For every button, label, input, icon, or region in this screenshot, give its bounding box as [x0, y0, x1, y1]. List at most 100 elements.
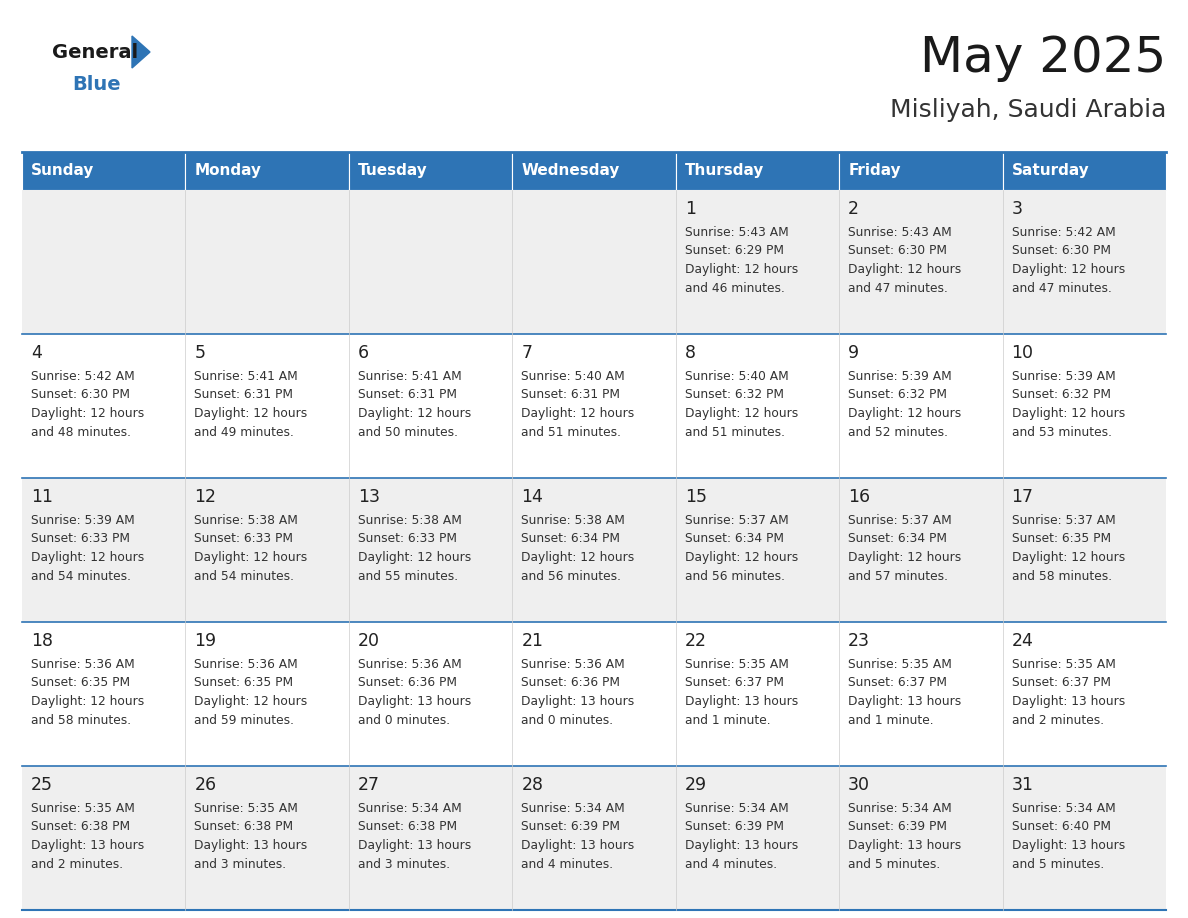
- Text: 17: 17: [1011, 488, 1034, 506]
- Text: and 59 minutes.: and 59 minutes.: [195, 713, 295, 726]
- Bar: [512, 334, 676, 478]
- Text: 25: 25: [31, 776, 53, 794]
- Text: Sunset: 6:30 PM: Sunset: 6:30 PM: [1011, 244, 1111, 258]
- Text: 15: 15: [684, 488, 707, 506]
- Bar: [839, 622, 1003, 766]
- Text: Daylight: 12 hours: Daylight: 12 hours: [1011, 551, 1125, 564]
- Bar: [23, 766, 185, 910]
- Text: 5: 5: [195, 344, 206, 362]
- Text: Daylight: 12 hours: Daylight: 12 hours: [848, 407, 961, 420]
- Text: and 4 minutes.: and 4 minutes.: [522, 857, 613, 870]
- Text: Sunrise: 5:40 AM: Sunrise: 5:40 AM: [522, 370, 625, 383]
- Text: and 56 minutes.: and 56 minutes.: [684, 569, 785, 583]
- Bar: [676, 766, 839, 910]
- Text: Daylight: 12 hours: Daylight: 12 hours: [684, 263, 798, 276]
- Text: Sunrise: 5:34 AM: Sunrise: 5:34 AM: [684, 802, 789, 815]
- Text: and 55 minutes.: and 55 minutes.: [358, 569, 459, 583]
- Text: Daylight: 13 hours: Daylight: 13 hours: [31, 839, 144, 852]
- Text: Sunrise: 5:34 AM: Sunrise: 5:34 AM: [848, 802, 952, 815]
- Text: Sunrise: 5:43 AM: Sunrise: 5:43 AM: [684, 226, 789, 239]
- Text: Daylight: 13 hours: Daylight: 13 hours: [1011, 839, 1125, 852]
- Text: Daylight: 13 hours: Daylight: 13 hours: [358, 695, 472, 708]
- Text: and 46 minutes.: and 46 minutes.: [684, 282, 784, 295]
- Text: Sunset: 6:33 PM: Sunset: 6:33 PM: [195, 532, 293, 545]
- Text: Blue: Blue: [72, 74, 121, 94]
- Text: 8: 8: [684, 344, 696, 362]
- Text: General: General: [52, 42, 138, 62]
- Text: Daylight: 13 hours: Daylight: 13 hours: [522, 839, 634, 852]
- Text: Sunset: 6:38 PM: Sunset: 6:38 PM: [358, 821, 457, 834]
- Text: 21: 21: [522, 632, 543, 650]
- Bar: [512, 766, 676, 910]
- Text: Sunset: 6:34 PM: Sunset: 6:34 PM: [684, 532, 784, 545]
- Text: Daylight: 13 hours: Daylight: 13 hours: [195, 839, 308, 852]
- Text: 16: 16: [848, 488, 871, 506]
- Text: 1: 1: [684, 200, 696, 218]
- Text: 28: 28: [522, 776, 543, 794]
- Text: Daylight: 12 hours: Daylight: 12 hours: [195, 551, 308, 564]
- Text: Sunrise: 5:41 AM: Sunrise: 5:41 AM: [358, 370, 462, 383]
- Text: Sunset: 6:32 PM: Sunset: 6:32 PM: [1011, 388, 1111, 401]
- Bar: [349, 334, 512, 478]
- Text: 14: 14: [522, 488, 543, 506]
- Text: Daylight: 12 hours: Daylight: 12 hours: [684, 407, 798, 420]
- Bar: [185, 190, 349, 334]
- Text: and 3 minutes.: and 3 minutes.: [195, 857, 286, 870]
- Text: and 5 minutes.: and 5 minutes.: [1011, 857, 1104, 870]
- Text: and 53 minutes.: and 53 minutes.: [1011, 426, 1112, 439]
- Bar: [676, 478, 839, 622]
- Bar: [23, 334, 185, 478]
- Text: Sunrise: 5:35 AM: Sunrise: 5:35 AM: [684, 658, 789, 671]
- Text: Daylight: 12 hours: Daylight: 12 hours: [522, 407, 634, 420]
- Text: Daylight: 12 hours: Daylight: 12 hours: [195, 695, 308, 708]
- Text: Daylight: 12 hours: Daylight: 12 hours: [195, 407, 308, 420]
- Text: Sunrise: 5:37 AM: Sunrise: 5:37 AM: [1011, 514, 1116, 527]
- Text: and 1 minute.: and 1 minute.: [848, 713, 934, 726]
- Text: 7: 7: [522, 344, 532, 362]
- Text: Sunset: 6:34 PM: Sunset: 6:34 PM: [848, 532, 947, 545]
- Bar: [839, 334, 1003, 478]
- Text: Daylight: 13 hours: Daylight: 13 hours: [358, 839, 472, 852]
- Text: 4: 4: [31, 344, 42, 362]
- Bar: [512, 478, 676, 622]
- Bar: [185, 478, 349, 622]
- Text: Sunset: 6:33 PM: Sunset: 6:33 PM: [358, 532, 457, 545]
- Bar: [512, 622, 676, 766]
- Text: Sunrise: 5:41 AM: Sunrise: 5:41 AM: [195, 370, 298, 383]
- Bar: [676, 190, 839, 334]
- Text: 24: 24: [1011, 632, 1034, 650]
- Text: Sunrise: 5:35 AM: Sunrise: 5:35 AM: [848, 658, 952, 671]
- Text: Sunset: 6:38 PM: Sunset: 6:38 PM: [31, 821, 131, 834]
- Polygon shape: [132, 36, 150, 68]
- Text: Sunrise: 5:38 AM: Sunrise: 5:38 AM: [358, 514, 462, 527]
- Text: Daylight: 12 hours: Daylight: 12 hours: [31, 551, 144, 564]
- Bar: [839, 766, 1003, 910]
- Bar: [185, 152, 349, 190]
- Text: and 4 minutes.: and 4 minutes.: [684, 857, 777, 870]
- Bar: [839, 152, 1003, 190]
- Text: Sunday: Sunday: [31, 163, 94, 178]
- Text: Sunset: 6:37 PM: Sunset: 6:37 PM: [848, 677, 947, 689]
- Text: Sunrise: 5:36 AM: Sunrise: 5:36 AM: [522, 658, 625, 671]
- Text: and 49 minutes.: and 49 minutes.: [195, 426, 295, 439]
- Bar: [1003, 622, 1165, 766]
- Bar: [676, 622, 839, 766]
- Text: Tuesday: Tuesday: [358, 163, 428, 178]
- Text: Sunset: 6:37 PM: Sunset: 6:37 PM: [684, 677, 784, 689]
- Text: Sunset: 6:32 PM: Sunset: 6:32 PM: [848, 388, 947, 401]
- Text: Sunset: 6:38 PM: Sunset: 6:38 PM: [195, 821, 293, 834]
- Text: Sunset: 6:35 PM: Sunset: 6:35 PM: [195, 677, 293, 689]
- Text: 31: 31: [1011, 776, 1034, 794]
- Text: Sunrise: 5:42 AM: Sunrise: 5:42 AM: [1011, 226, 1116, 239]
- Text: Sunset: 6:31 PM: Sunset: 6:31 PM: [522, 388, 620, 401]
- Text: Sunset: 6:39 PM: Sunset: 6:39 PM: [848, 821, 947, 834]
- Bar: [676, 152, 839, 190]
- Text: Sunrise: 5:34 AM: Sunrise: 5:34 AM: [1011, 802, 1116, 815]
- Text: Daylight: 12 hours: Daylight: 12 hours: [1011, 407, 1125, 420]
- Text: Monday: Monday: [195, 163, 261, 178]
- Text: and 54 minutes.: and 54 minutes.: [31, 569, 131, 583]
- Text: 27: 27: [358, 776, 380, 794]
- Text: Sunrise: 5:36 AM: Sunrise: 5:36 AM: [358, 658, 462, 671]
- Text: Daylight: 12 hours: Daylight: 12 hours: [31, 407, 144, 420]
- Text: 23: 23: [848, 632, 870, 650]
